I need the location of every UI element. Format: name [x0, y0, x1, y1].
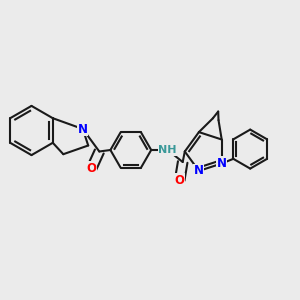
- Text: N: N: [217, 157, 227, 170]
- Text: O: O: [175, 173, 185, 187]
- Text: O: O: [87, 161, 97, 175]
- Text: N: N: [194, 164, 204, 177]
- Text: N: N: [78, 122, 88, 136]
- Text: NH: NH: [158, 145, 177, 155]
